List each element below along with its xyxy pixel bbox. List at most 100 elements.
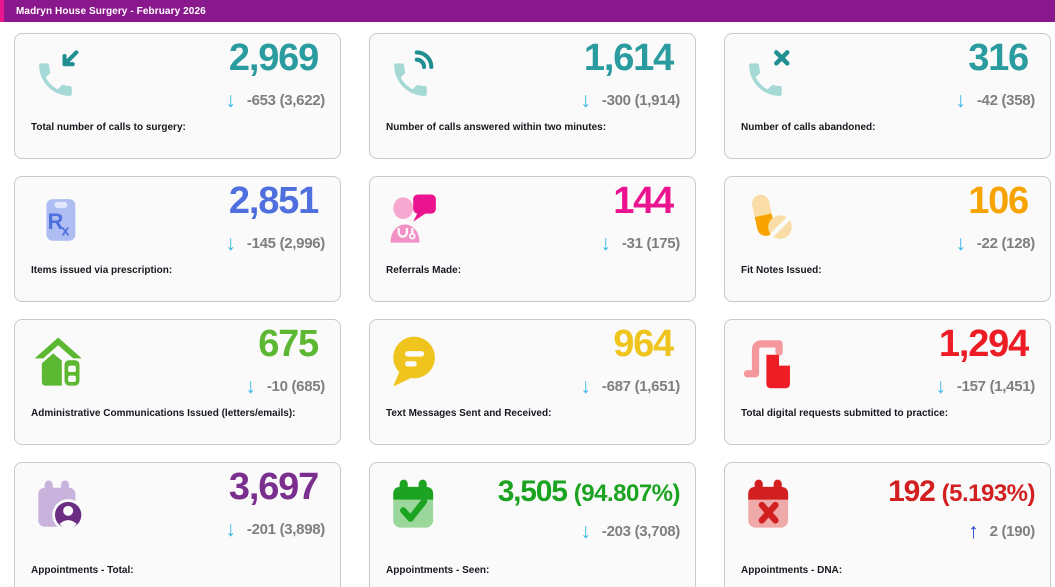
report-header: Madryn House Surgery - February 2026 [0, 0, 1055, 22]
stat-value-row: 2,851 [228, 180, 325, 223]
stat-value-row: 3,697 [228, 466, 325, 509]
stat-delta: -10 (685) [266, 378, 325, 395]
stat-delta-row: ↓ -300 (1,914) [580, 90, 680, 111]
stat-label: Number of calls abandoned: [741, 122, 876, 133]
down-trend-arrow-icon: ↓ [935, 375, 946, 398]
stat-value-row: 1,294 [938, 323, 1035, 366]
stat-value-row: 144 [613, 180, 680, 223]
stat-label: Appointments - Total: [31, 565, 134, 576]
stat-delta-row: ↓ -203 (3,708) [580, 521, 680, 542]
stat-card[interactable]: 144 ↓ -31 (175) Referrals Made: [369, 176, 696, 302]
stat-card[interactable]: 2,851 ↓ -145 (2,996) Items issued via pr… [14, 176, 341, 302]
stat-delta-row: ↓ -145 (2,996) [225, 233, 325, 254]
stat-label: Appointments - DNA: [741, 565, 843, 576]
dashboard-grid: 2,969 ↓ -653 (3,622) Total number of cal… [0, 22, 1055, 587]
stat-value-row: 3,505 (94.807%) [497, 475, 681, 508]
stat-label: Appointments - Seen: [386, 565, 490, 576]
stat-label: Items issued via prescription: [31, 265, 173, 276]
stat-label: Total digital requests submitted to prac… [741, 408, 949, 419]
stat-value-row: 964 [613, 323, 680, 366]
stat-value-row: 675 [258, 323, 325, 366]
stat-value-row: 316 [968, 37, 1035, 80]
stat-card[interactable]: 1,614 ↓ -300 (1,914) Number of calls ans… [369, 33, 696, 159]
page-title: Madryn House Surgery - February 2026 [16, 5, 206, 17]
down-trend-arrow-icon: ↓ [225, 518, 236, 541]
down-trend-arrow-icon: ↓ [245, 375, 256, 398]
stat-delta-row: ↓ -42 (358) [955, 90, 1035, 111]
stat-card[interactable]: 192 (5.193%) ↑ 2 (190) Appointments - DN… [724, 462, 1051, 587]
down-trend-arrow-icon: ↓ [580, 520, 591, 543]
up-trend-arrow-icon: ↑ [968, 520, 979, 543]
stat-value: 2,969 [228, 37, 319, 79]
message-icon [386, 333, 444, 391]
stat-value: 3,505 [497, 475, 568, 508]
stat-delta-row: ↓ -10 (685) [245, 376, 325, 397]
stat-delta: -687 (1,651) [601, 378, 680, 395]
stat-label: Text Messages Sent and Received: [386, 408, 552, 419]
pills-icon [741, 190, 799, 248]
stat-delta: -653 (3,622) [246, 92, 325, 109]
stat-label: Number of calls answered within two minu… [386, 122, 607, 133]
stat-delta-row: ↓ -687 (1,651) [580, 376, 680, 397]
stat-value: 3,697 [228, 466, 319, 508]
stat-delta: -203 (3,708) [601, 523, 680, 540]
stat-value: 106 [968, 180, 1029, 222]
down-trend-arrow-icon: ↓ [580, 89, 591, 112]
stat-card[interactable]: 106 ↓ -22 (128) Fit Notes Issued: [724, 176, 1051, 302]
down-trend-arrow-icon: ↓ [580, 375, 591, 398]
stat-card[interactable]: 316 ↓ -42 (358) Number of calls abandone… [724, 33, 1051, 159]
stat-delta: 2 (190) [989, 523, 1036, 540]
stat-label: Referrals Made: [386, 265, 462, 276]
calendar-check-icon [386, 476, 444, 534]
stat-card[interactable]: 3,697 ↓ -201 (3,898) Appointments - Tota… [14, 462, 341, 587]
stat-value-row: 192 (5.193%) [888, 475, 1035, 508]
stat-delta-row: ↓ -22 (128) [955, 233, 1035, 254]
referral-icon [386, 190, 444, 248]
stat-value: 1,614 [583, 37, 674, 79]
stat-label: Total number of calls to surgery: [31, 122, 186, 133]
header-edge-strip [0, 0, 4, 22]
digital-request-icon [741, 333, 799, 391]
stat-delta: -145 (2,996) [246, 235, 325, 252]
calendar-user-icon [31, 476, 89, 534]
stat-value: 144 [613, 180, 674, 222]
house-icon [31, 333, 89, 391]
stat-value: 2,851 [228, 180, 319, 222]
stat-card[interactable]: 675 ↓ -10 (685) Administrative Communica… [14, 319, 341, 445]
stat-percent: (94.807%) [573, 480, 681, 507]
down-trend-arrow-icon: ↓ [955, 232, 966, 255]
stat-label: Administrative Communications Issued (le… [31, 408, 296, 419]
stat-card[interactable]: 3,505 (94.807%) ↓ -203 (3,708) Appointme… [369, 462, 696, 587]
stat-value-row: 2,969 [228, 37, 325, 80]
stat-percent: (5.193%) [941, 480, 1036, 507]
stat-card[interactable]: 1,294 ↓ -157 (1,451) Total digital reque… [724, 319, 1051, 445]
stat-delta: -300 (1,914) [601, 92, 680, 109]
stat-value: 1,294 [938, 323, 1029, 365]
phone-incoming-icon [31, 47, 89, 105]
down-trend-arrow-icon: ↓ [225, 232, 236, 255]
stat-label: Fit Notes Issued: [741, 265, 822, 276]
stat-delta-row: ↓ -31 (175) [600, 233, 680, 254]
phone-volume-icon [386, 47, 444, 105]
stat-value-row: 1,614 [583, 37, 680, 80]
stat-delta-row: ↑ 2 (190) [968, 521, 1035, 542]
calendar-x-icon [741, 476, 799, 534]
down-trend-arrow-icon: ↓ [225, 89, 236, 112]
stat-delta-row: ↓ -157 (1,451) [935, 376, 1035, 397]
stat-delta: -157 (1,451) [956, 378, 1035, 395]
down-trend-arrow-icon: ↓ [600, 232, 611, 255]
stat-delta: -31 (175) [621, 235, 680, 252]
stat-value: 192 [888, 475, 936, 508]
stat-value: 964 [613, 323, 674, 365]
stat-value-row: 106 [968, 180, 1035, 223]
stat-delta-row: ↓ -653 (3,622) [225, 90, 325, 111]
stat-value: 675 [258, 323, 319, 365]
stat-card[interactable]: 2,969 ↓ -653 (3,622) Total number of cal… [14, 33, 341, 159]
stat-delta: -201 (3,898) [246, 521, 325, 538]
prescription-icon [31, 190, 89, 248]
stat-delta-row: ↓ -201 (3,898) [225, 519, 325, 540]
stat-delta: -42 (358) [976, 92, 1035, 109]
stat-card[interactable]: 964 ↓ -687 (1,651) Text Messages Sent an… [369, 319, 696, 445]
down-trend-arrow-icon: ↓ [955, 89, 966, 112]
stat-value: 316 [968, 37, 1029, 79]
